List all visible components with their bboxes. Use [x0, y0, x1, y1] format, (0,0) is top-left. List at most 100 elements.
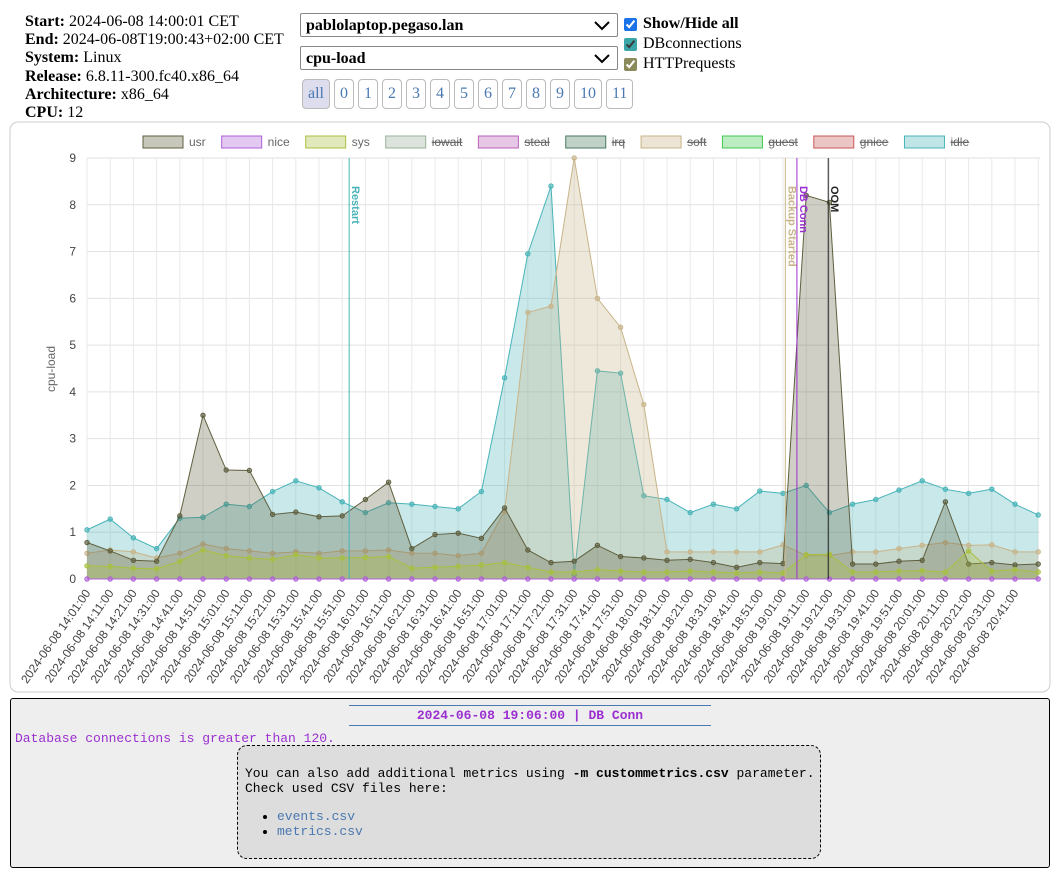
event-panel: 2024-06-08 19:06:00 | DB Conn Database c…	[10, 698, 1050, 868]
cpu-button[interactable]: 8	[526, 79, 546, 109]
point	[942, 499, 949, 505]
point	[733, 564, 740, 571]
point	[362, 496, 369, 503]
toggle-label: DBconnections	[643, 35, 742, 52]
point	[130, 565, 137, 571]
point	[757, 569, 763, 575]
info-row: Start: 2024-06-08 14:00:01 CET	[25, 13, 284, 31]
point	[780, 560, 786, 567]
point	[571, 576, 577, 582]
point	[385, 479, 392, 485]
info-text: You can also add additional metrics usin…	[245, 766, 573, 781]
point	[84, 539, 90, 546]
point	[1012, 576, 1018, 582]
cpu-button[interactable]: 7	[502, 79, 522, 109]
point	[896, 576, 902, 582]
y-tick-label: 1	[69, 525, 76, 539]
toggle[interactable]: HTTPrequests	[624, 54, 742, 74]
point	[757, 559, 763, 566]
point	[293, 478, 299, 484]
point	[432, 550, 438, 556]
point	[803, 576, 809, 582]
point	[780, 490, 786, 497]
point	[200, 541, 206, 547]
point	[687, 509, 693, 516]
cpu-button[interactable]: 6	[478, 79, 498, 109]
point	[896, 568, 902, 574]
toggle-label: Show/Hide all	[643, 15, 739, 32]
line	[86, 185, 1039, 575]
point	[548, 576, 554, 582]
point	[455, 530, 461, 536]
point	[223, 545, 229, 552]
cpu-button[interactable]: 4	[430, 79, 450, 109]
cpu-button[interactable]: all	[302, 79, 330, 109]
metric-select[interactable]: cpu-load	[300, 46, 618, 70]
point	[200, 514, 206, 520]
point	[246, 555, 253, 561]
toggle[interactable]: DBconnections	[624, 34, 742, 54]
cpu-button[interactable]: 5	[454, 79, 474, 109]
point	[873, 496, 879, 503]
point	[200, 412, 206, 418]
field-label: Architecture:	[25, 85, 117, 103]
cpu-button[interactable]: 1	[358, 79, 378, 109]
point	[130, 557, 137, 563]
cpu-button[interactable]: 9	[550, 79, 570, 109]
point	[478, 488, 485, 495]
link[interactable]: metrics.csv	[277, 824, 363, 839]
point	[641, 555, 647, 561]
point	[293, 551, 299, 558]
point	[617, 370, 624, 376]
checkbox[interactable]	[624, 37, 637, 51]
point	[432, 564, 438, 571]
point	[942, 576, 949, 582]
field-label: CPU:	[25, 104, 64, 122]
legend-label: usr	[189, 135, 206, 149]
point	[362, 554, 369, 561]
chart-frame	[9, 121, 1051, 693]
y-tick-label: 7	[69, 245, 76, 259]
checkbox[interactable]	[624, 57, 637, 71]
select-text: pablolaptop.pegaso.lan	[306, 17, 464, 34]
y-tick-label: 0	[69, 572, 76, 586]
cpu-button[interactable]: 10	[574, 79, 602, 109]
point	[687, 568, 693, 574]
cpu-button[interactable]: 0	[334, 79, 354, 109]
point	[525, 309, 531, 316]
y-tick-label: 6	[69, 291, 76, 305]
cpu-button[interactable]: 3	[406, 79, 426, 109]
point	[664, 557, 670, 563]
point	[687, 549, 693, 555]
cpu-button[interactable]: 11	[606, 79, 634, 109]
legend-label: irq	[612, 135, 625, 149]
y-tick-label: 9	[69, 151, 76, 165]
point	[153, 558, 160, 564]
point	[965, 542, 972, 549]
point	[664, 549, 670, 555]
point	[896, 545, 902, 552]
point	[293, 509, 299, 515]
point	[525, 564, 531, 571]
legend-swatch	[640, 135, 682, 149]
point	[107, 563, 113, 570]
point	[223, 501, 229, 507]
point	[501, 559, 508, 566]
point	[339, 555, 345, 561]
toggle[interactable]: Show/Hide all	[624, 14, 742, 34]
point	[177, 558, 183, 564]
checkbox[interactable]	[624, 17, 637, 31]
link[interactable]: events.csv	[277, 809, 356, 824]
cpu-button[interactable]: 2	[382, 79, 402, 109]
legend-label: soft	[687, 135, 707, 149]
point	[432, 576, 438, 582]
point	[617, 576, 624, 582]
point	[849, 576, 856, 582]
point	[989, 542, 995, 548]
point	[641, 569, 647, 575]
host-select[interactable]: pablolaptop.pegaso.lan	[300, 13, 618, 37]
point	[687, 576, 693, 582]
point	[965, 548, 972, 554]
point	[246, 503, 253, 510]
line	[86, 194, 1039, 568]
